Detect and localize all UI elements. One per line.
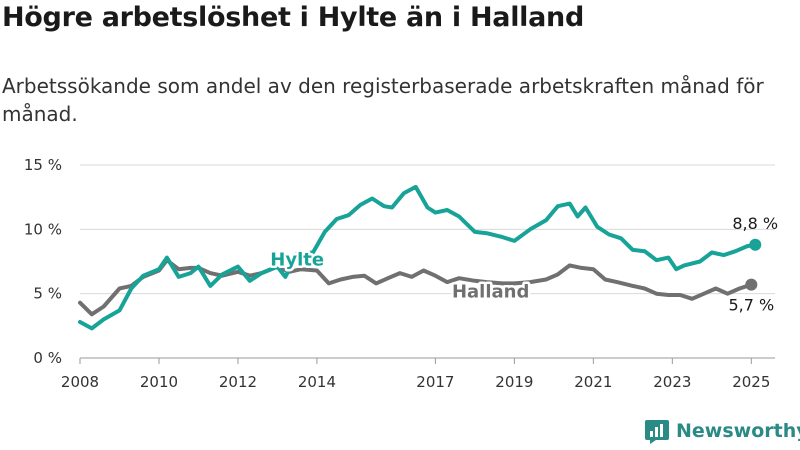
x-tick-label: 2025 xyxy=(732,373,770,391)
y-tick-label: 10 % xyxy=(24,220,62,238)
x-tick-label: 2008 xyxy=(61,373,99,391)
series-labels: Hylte Halland 8,8 % 5,7 % xyxy=(268,214,778,315)
x-tick-label: 2012 xyxy=(219,373,257,391)
x-tick-label: 2014 xyxy=(298,373,336,391)
x-tick-label: 2019 xyxy=(495,373,533,391)
bar-chart-logo-icon xyxy=(645,420,669,444)
brand-name: Newsworthy xyxy=(676,420,800,442)
series-label-halland: Halland xyxy=(452,282,529,303)
series-line-hylte xyxy=(78,184,758,331)
end-point-halland xyxy=(745,278,758,291)
x-tick-label: 2023 xyxy=(653,373,691,391)
series-line-halland xyxy=(78,258,754,317)
x-tick-label: 2021 xyxy=(574,373,612,391)
y-tick-labels: 0 % 5 % 10 % 15 % xyxy=(24,156,62,367)
x-tick-label: 2017 xyxy=(416,373,454,391)
line-chart: 0 %5 %10 %15 % 2008 2010 2012 2014 2017 2019 2… xyxy=(24,156,778,391)
series-lines xyxy=(78,184,762,331)
x-axis: 2008 2010 2012 2014 2017 2019 2021 2023 2025 xyxy=(61,358,770,391)
chart-title: Högre arbetslöshet i Hylte än i Halland xyxy=(2,2,584,33)
y-tick-label: 5 % xyxy=(33,285,62,303)
y-tick-label: 0 % xyxy=(33,349,62,367)
brand-logo: Newsworthy xyxy=(644,418,800,444)
end-value-halland: 5,7 % xyxy=(728,296,774,315)
series-label-hylte: Hylte xyxy=(270,249,324,270)
x-tick-label: 2010 xyxy=(140,373,178,391)
chart-subtitle: Arbetssökande som andel av den registerb… xyxy=(2,74,764,126)
end-point-hylte xyxy=(749,238,762,251)
end-value-hylte: 8,8 % xyxy=(732,214,778,233)
y-tick-label: 15 % xyxy=(24,156,62,174)
